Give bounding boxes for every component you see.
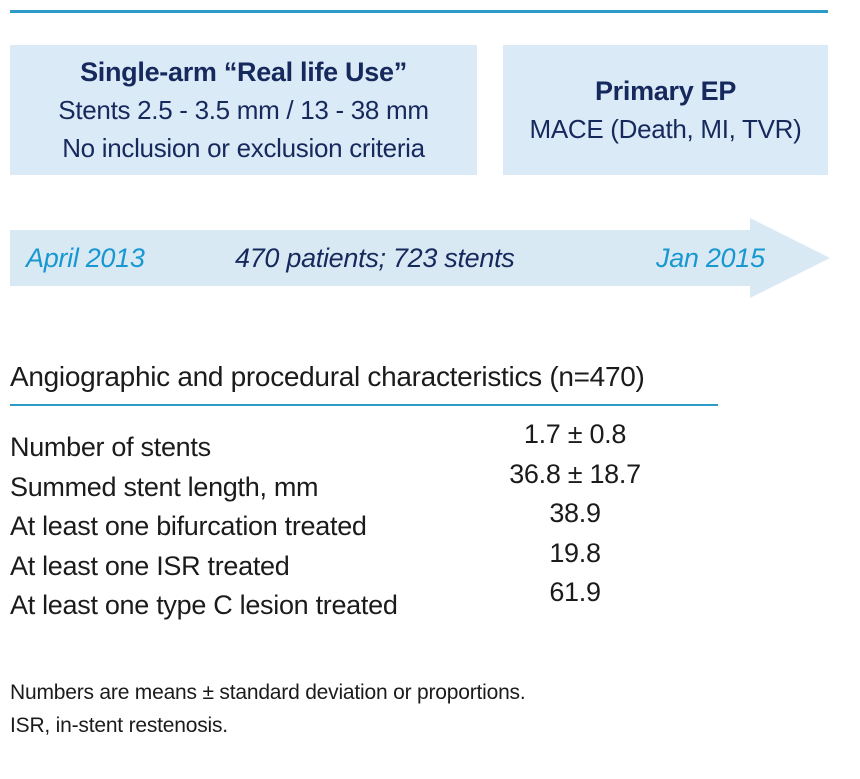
primary-endpoint-box: Primary EP MACE (Death, MI, TVR) <box>503 45 828 175</box>
primary-endpoint-detail: MACE (Death, MI, TVR) <box>529 114 802 144</box>
timeline-arrowhead-icon <box>750 218 830 298</box>
primary-endpoint-title: Primary EP <box>594 76 737 106</box>
row-label: At least one type C lesion treated <box>10 590 398 621</box>
timeline-arrow-band <box>10 230 750 286</box>
study-criteria: No inclusion or exclusion criteria <box>62 133 425 163</box>
timeline-start-date: April 2013 <box>26 243 145 273</box>
table-row: At least one type C lesion treated 61.9 <box>10 577 720 626</box>
footnote-isr-abbrev: ISR, in-stent restenosis. <box>10 714 228 737</box>
study-stent-sizes: Stents 2.5 - 3.5 mm / 13 - 38 mm <box>58 95 429 125</box>
table-row: Summed stent length, mm 36.8 ± 18.7 <box>10 459 720 508</box>
row-value: 1.7 ± 0.8 <box>523 419 627 450</box>
row-value: 61.9 <box>549 577 601 608</box>
table-title: Angiographic and procedural characterist… <box>10 361 645 392</box>
top-accent-rule <box>10 10 828 13</box>
table-row: At least one ISR treated 19.8 <box>10 538 720 587</box>
timeline-enrollment-count: 470 patients; 723 stents <box>235 243 515 273</box>
table-row: At least one bifurcation treated 38.9 <box>10 498 720 547</box>
row-value: 38.9 <box>549 498 601 529</box>
row-label: At least one ISR treated <box>10 550 290 581</box>
study-design-title: Single-arm “Real life Use” <box>80 57 407 87</box>
row-value: 36.8 ± 18.7 <box>509 458 641 489</box>
timeline-end-date: Jan 2015 <box>656 243 765 273</box>
row-label: Number of stents <box>10 432 211 463</box>
row-label: Summed stent length, mm <box>10 471 319 502</box>
footnotes: Numbers are means ± standard deviation o… <box>10 676 526 742</box>
footnote-means: Numbers are means ± standard deviation o… <box>10 681 526 704</box>
characteristics-table: Number of stents 1.7 ± 0.8 Summed stent … <box>10 419 720 626</box>
table-row: Number of stents 1.7 ± 0.8 <box>10 419 720 468</box>
row-label: At least one bifurcation treated <box>10 511 367 542</box>
row-value: 19.8 <box>549 537 601 568</box>
table-title-underline <box>10 404 718 406</box>
study-design-box: Single-arm “Real life Use” Stents 2.5 - … <box>10 45 477 175</box>
